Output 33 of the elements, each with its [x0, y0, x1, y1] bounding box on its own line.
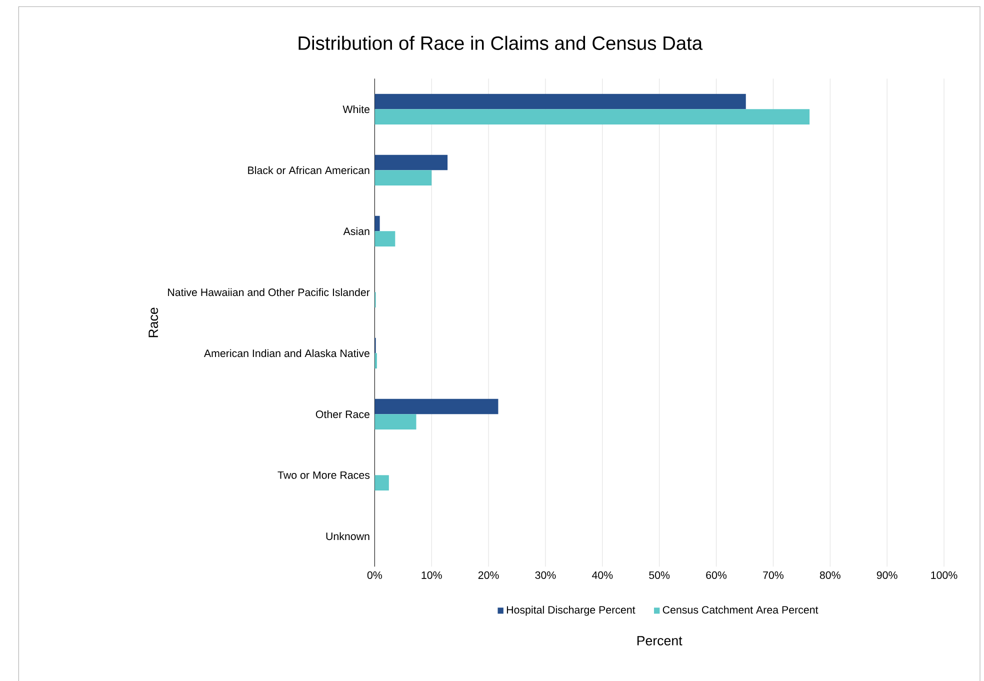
x-tick-label: 20%	[478, 571, 499, 579]
x-tick-label: 0%	[367, 571, 382, 579]
x-axis-title: Percent	[637, 636, 682, 646]
x-tick-label: 90%	[876, 571, 898, 579]
y-tick-label: Asian	[343, 227, 370, 235]
chart-title: Distribution of Race in Claims and Census Data	[298, 36, 703, 50]
y-tick-label: Native Hawaiian and Other Pacific Islander	[168, 288, 370, 296]
bar	[374, 216, 380, 232]
bar	[374, 414, 416, 430]
y-tick-label: Unknown	[326, 532, 370, 540]
y-tick-label: American Indian and Alaska Native	[204, 349, 370, 357]
x-tick-label: 50%	[649, 571, 670, 579]
x-tick-label: 30%	[535, 571, 556, 579]
bar	[374, 154, 448, 170]
x-tick-label: 80%	[820, 571, 840, 579]
y-tick-label: Two or More Races	[278, 471, 370, 479]
x-tick-label: 40%	[592, 571, 613, 579]
legend-label: Census Catchment Area Percent	[662, 606, 818, 614]
y-axis-title: Race	[148, 308, 158, 337]
y-tick-label: Other Race	[316, 410, 370, 418]
x-tick-label: 100%	[931, 571, 958, 579]
bar	[374, 398, 498, 414]
bar	[374, 231, 396, 246]
legend-label: Hospital Discharge Percent	[506, 606, 636, 616]
bar	[374, 94, 746, 110]
x-tick-label: 70%	[763, 571, 784, 579]
y-tick-label: Black or African American	[248, 166, 370, 174]
x-tick-label: 10%	[422, 571, 442, 579]
bar	[374, 475, 389, 490]
y-tick-label: White	[342, 105, 370, 113]
bar	[374, 170, 432, 186]
bar	[374, 109, 810, 124]
x-tick-label: 60%	[706, 571, 727, 579]
